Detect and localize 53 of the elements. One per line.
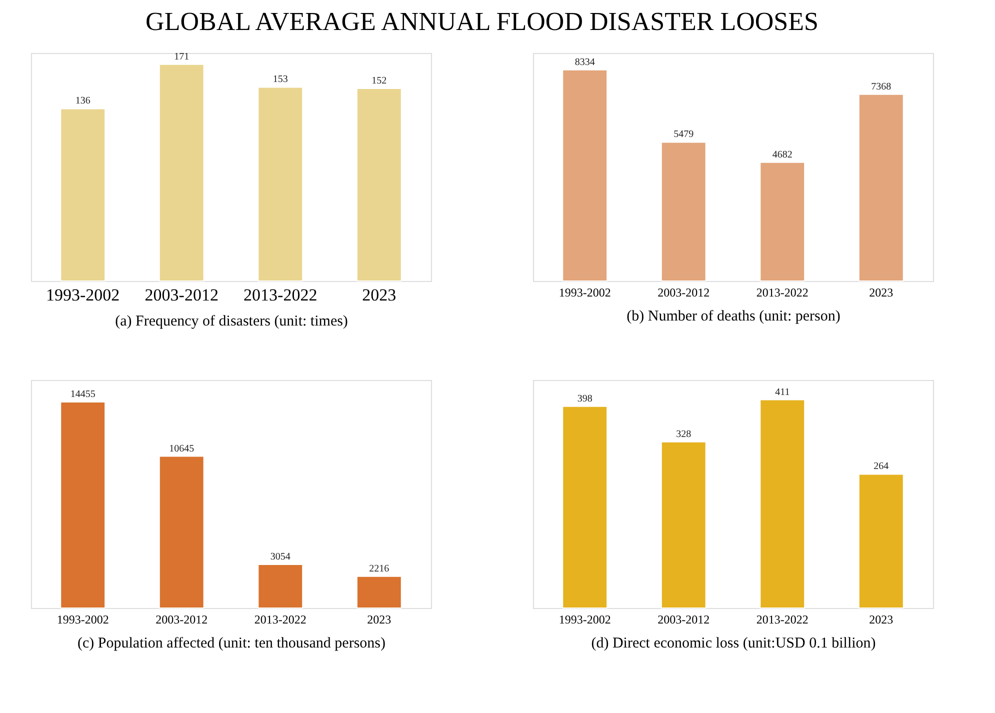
x-tick-label: 2013-2022 (244, 286, 318, 304)
x-tick-label: 2003-2012 (156, 612, 208, 626)
data-label: 5479 (674, 129, 694, 140)
x-tick-label: 2023 (869, 612, 894, 626)
x-tick-label: 2023 (869, 286, 894, 300)
x-tick-label: 2003-2012 (658, 612, 710, 626)
x-tick-label: 1993-2002 (56, 612, 109, 626)
bar (660, 441, 706, 608)
x-tick-label: 2003-2012 (658, 286, 710, 300)
bar (356, 576, 402, 608)
data-label: 136 (75, 96, 90, 107)
x-tick-label: 2003-2012 (144, 286, 218, 304)
data-label: 8334 (574, 56, 595, 68)
data-label: 264 (874, 461, 889, 472)
x-tick-label: 2013-2022 (756, 612, 808, 626)
x-axis-title: (a) Frequency of disasters (unit: times) (115, 314, 348, 330)
bar (158, 456, 204, 608)
data-label: 398 (577, 393, 592, 404)
bar (60, 402, 106, 608)
data-label: 10645 (169, 443, 194, 454)
x-tick-label: 2013-2022 (254, 612, 306, 626)
bar (858, 94, 904, 282)
data-label: 2216 (369, 563, 390, 574)
data-label: 171 (174, 51, 190, 62)
x-tick-label: 2013-2022 (756, 286, 808, 300)
bar (60, 108, 106, 282)
data-label: 3054 (270, 551, 290, 562)
bar (562, 69, 608, 282)
x-tick-label: 1993-2002 (558, 612, 611, 626)
x-axis-title: (b) Number of deaths (unit: person) (626, 308, 840, 324)
data-label: 411 (775, 386, 790, 398)
bar (258, 86, 304, 282)
data-label: 153 (272, 74, 288, 86)
x-tick-label: 1993-2002 (46, 286, 120, 304)
x-tick-label: 2023 (367, 612, 392, 626)
chart-title: GLOBAL AVERAGE ANNUAL FLOOD DISASTER LOOSES (146, 6, 818, 36)
bar (258, 564, 304, 608)
x-axis-title: (c) Population affected (unit: ten thousand persons) (78, 636, 386, 652)
data-label: 7368 (871, 81, 892, 92)
bar (356, 88, 402, 282)
bar (760, 399, 806, 608)
bar (158, 64, 204, 282)
bar (858, 474, 904, 608)
bar (760, 162, 806, 282)
data-label: 14455 (70, 389, 96, 400)
x-tick-label: 2023 (362, 286, 396, 304)
x-tick-label: 1993-2002 (558, 286, 611, 300)
bar (562, 406, 608, 608)
data-label: 152 (372, 75, 387, 86)
x-axis-title: (d) Direct economic loss (unit:USD 0.1 billion) (591, 636, 876, 652)
data-label: 4682 (772, 149, 792, 160)
data-label: 328 (676, 428, 692, 440)
bar (660, 142, 706, 282)
